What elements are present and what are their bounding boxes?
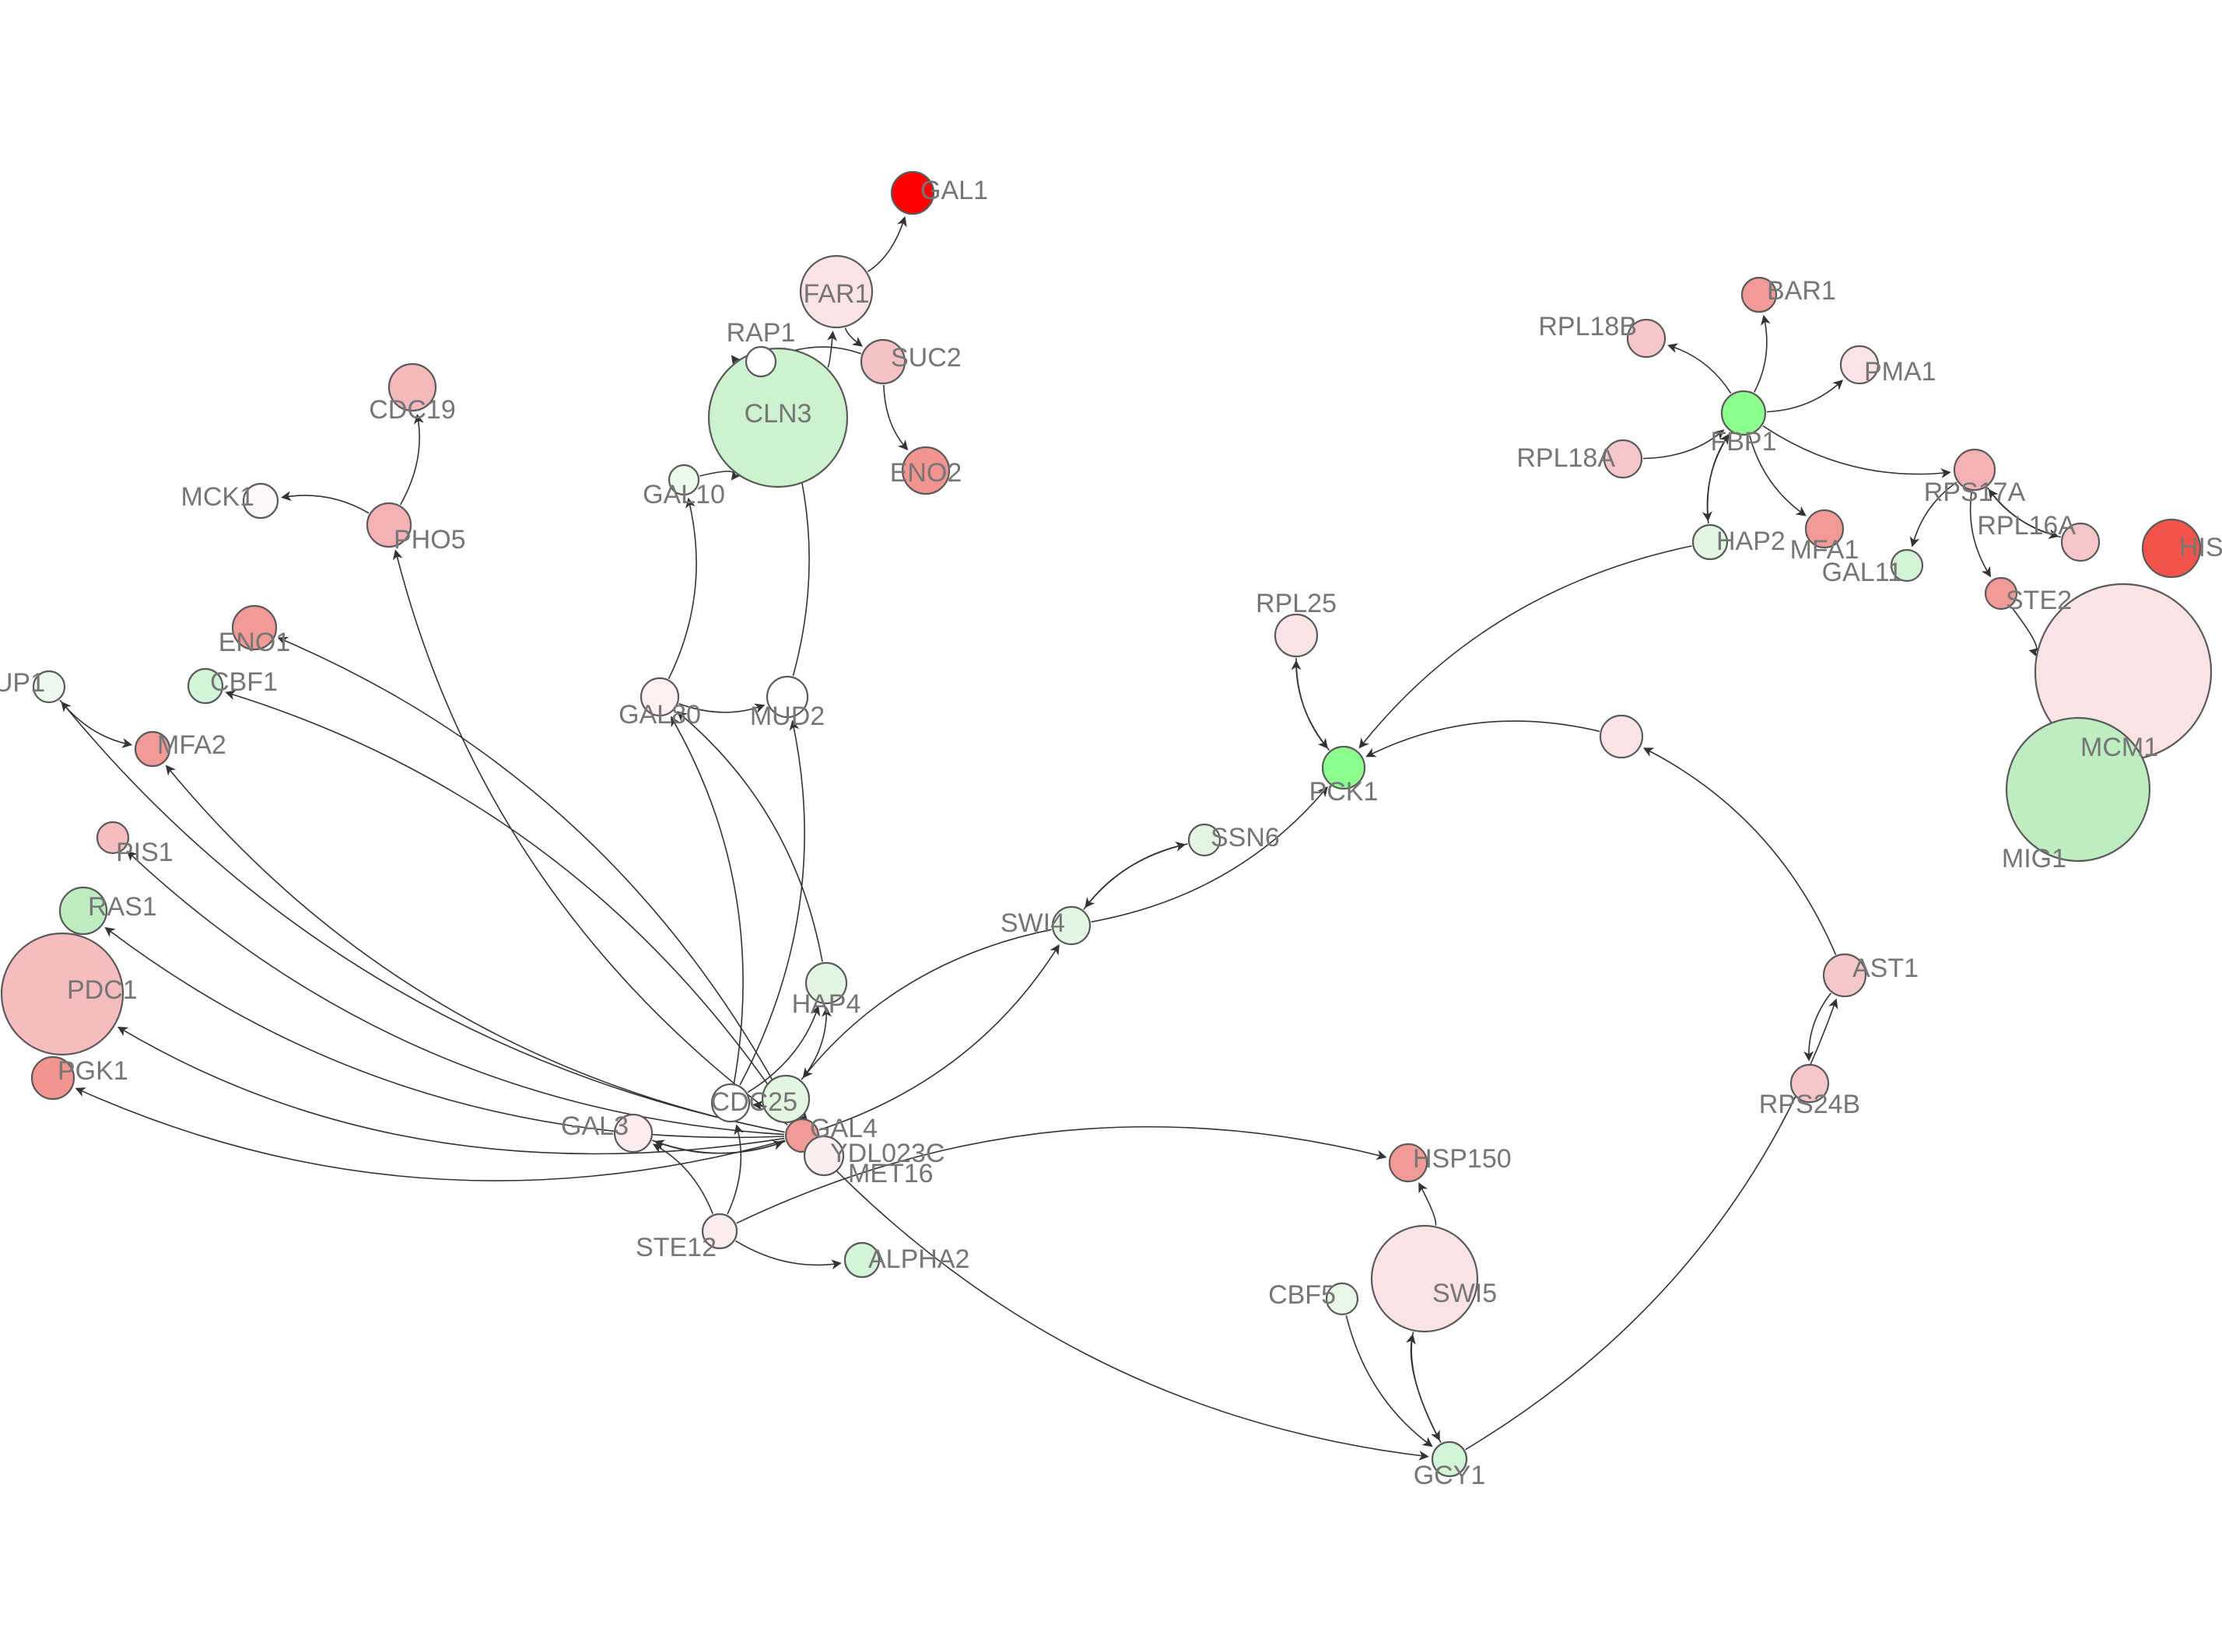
svg-text:GAL80: GAL80 bbox=[619, 700, 701, 730]
svg-text:ENO2: ENO2 bbox=[890, 458, 962, 488]
svg-text:BAR1: BAR1 bbox=[1767, 276, 1836, 306]
svg-text:SSN6: SSN6 bbox=[1211, 823, 1280, 852]
svg-text:PHO5: PHO5 bbox=[394, 525, 466, 555]
svg-text:MIG1: MIG1 bbox=[2002, 844, 2066, 873]
svg-text:PGK1: PGK1 bbox=[58, 1056, 128, 1086]
svg-text:RAS1: RAS1 bbox=[88, 892, 157, 922]
svg-text:PCK1: PCK1 bbox=[1309, 777, 1379, 807]
svg-text:MCK1: MCK1 bbox=[181, 482, 254, 512]
svg-text:SWI5: SWI5 bbox=[1432, 1279, 1497, 1308]
svg-text:RPL18B: RPL18B bbox=[1538, 312, 1637, 341]
svg-text:SUC2: SUC2 bbox=[891, 343, 962, 373]
svg-text:HSP150: HSP150 bbox=[1413, 1144, 1512, 1174]
svg-text:ENO1: ENO1 bbox=[219, 628, 291, 657]
svg-text:HIS4: HIS4 bbox=[2179, 533, 2222, 562]
svg-text:MET16: MET16 bbox=[848, 1159, 934, 1188]
svg-text:FBP1: FBP1 bbox=[1710, 427, 1776, 457]
svg-text:FAR1: FAR1 bbox=[803, 279, 869, 309]
svg-text:PMA1: PMA1 bbox=[1864, 357, 1936, 387]
svg-text:RPL16A: RPL16A bbox=[1977, 511, 2076, 541]
svg-text:AST1: AST1 bbox=[1852, 954, 1919, 983]
svg-text:CBF1: CBF1 bbox=[210, 667, 278, 697]
svg-text:GAL1: GAL1 bbox=[920, 176, 988, 205]
svg-text:GCY1: GCY1 bbox=[1414, 1461, 1486, 1490]
svg-text:RPL25: RPL25 bbox=[1256, 589, 1337, 618]
svg-text:MCM1: MCM1 bbox=[2080, 733, 2158, 762]
svg-text:RPS17A: RPS17A bbox=[1924, 478, 2026, 507]
svg-text:HAP2: HAP2 bbox=[1716, 527, 1786, 556]
svg-text:HAP4: HAP4 bbox=[792, 989, 861, 1019]
svg-text:CDC19: CDC19 bbox=[369, 395, 455, 425]
svg-text:MFA2: MFA2 bbox=[157, 730, 226, 760]
svg-text:GAL11: GAL11 bbox=[1822, 558, 1902, 587]
svg-text:RPS24B: RPS24B bbox=[1759, 1090, 1860, 1119]
svg-text:SWI4: SWI4 bbox=[1001, 908, 1065, 938]
svg-text:CBF5: CBF5 bbox=[1268, 1280, 1336, 1310]
svg-text:STE12: STE12 bbox=[636, 1233, 717, 1262]
svg-text:PIS1: PIS1 bbox=[116, 838, 173, 867]
svg-text:RPL18A: RPL18A bbox=[1516, 443, 1615, 473]
svg-text:MUD2: MUD2 bbox=[750, 702, 825, 731]
svg-text:STE2: STE2 bbox=[2006, 586, 2072, 615]
svg-text:GAL10: GAL10 bbox=[643, 480, 725, 509]
svg-text:GAL3: GAL3 bbox=[561, 1111, 629, 1141]
svg-text:CLN3: CLN3 bbox=[745, 399, 812, 429]
svg-text:RAP1: RAP1 bbox=[727, 318, 796, 348]
svg-text:CDC25: CDC25 bbox=[711, 1087, 797, 1117]
svg-text:ALPHA2: ALPHA2 bbox=[868, 1244, 969, 1274]
svg-text:TUP1: TUP1 bbox=[0, 668, 45, 698]
svg-text:PDC1: PDC1 bbox=[67, 975, 138, 1005]
